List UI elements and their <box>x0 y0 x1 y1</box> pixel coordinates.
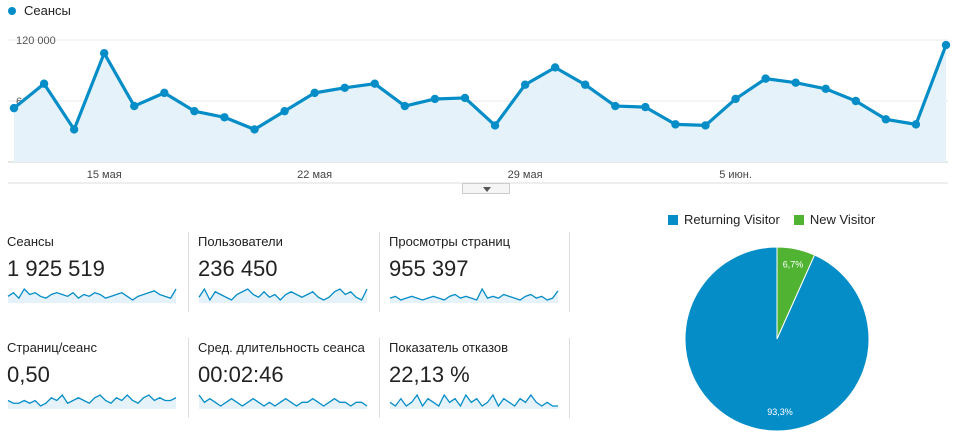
bounce-rate-sparkline <box>389 393 558 409</box>
sparkline-line <box>7 393 177 407</box>
metric-value: 0,50 <box>7 362 50 387</box>
data-point[interactable] <box>430 94 440 104</box>
sparkline-area <box>390 289 558 303</box>
data-point[interactable] <box>550 63 560 72</box>
data-point[interactable] <box>791 78 800 87</box>
divider <box>188 338 189 418</box>
data-point[interactable] <box>280 106 289 116</box>
x-tick-label: 15 мая <box>87 169 122 181</box>
series-legend-label: Сеансы <box>24 3 71 18</box>
metric-bounce-rate: Показатель отказов 22,13 % <box>389 340 565 432</box>
metric-label: Показатель отказов <box>389 340 509 355</box>
divider <box>379 338 380 418</box>
data-point[interactable] <box>370 79 379 88</box>
data-point[interactable] <box>190 106 199 116</box>
data-point[interactable] <box>69 125 79 134</box>
returning-swatch <box>668 214 678 225</box>
sparkline-line <box>389 287 559 301</box>
data-point[interactable] <box>821 84 830 94</box>
pie-value-label: 93,3% <box>767 407 793 417</box>
metric-users: Пользователи 236 450 <box>198 234 374 326</box>
divider <box>569 232 570 312</box>
data-point[interactable] <box>250 125 259 134</box>
x-tick-label: 22 мая <box>297 169 332 181</box>
data-point[interactable] <box>851 96 861 106</box>
pie-legend-item[interactable]: New Visitor <box>793 212 876 227</box>
data-point[interactable] <box>731 94 740 104</box>
metric-value: 22,13 % <box>389 362 470 387</box>
sparkline-line <box>198 287 368 302</box>
divider <box>569 338 570 418</box>
sessions-sparkline <box>7 287 177 303</box>
data-point[interactable] <box>99 49 109 58</box>
sparkline-line <box>7 287 177 301</box>
data-point[interactable] <box>671 120 680 129</box>
data-point[interactable] <box>761 74 770 83</box>
data-point[interactable] <box>911 120 921 129</box>
sparkline-line <box>198 394 368 407</box>
pie-legend-item[interactable]: Returning Visitor <box>668 212 780 227</box>
pie-slice-returning[interactable] <box>684 246 870 432</box>
metric-label: Страниц/сеанс <box>7 340 97 355</box>
avg-duration-sparkline <box>198 394 368 409</box>
data-point[interactable] <box>520 80 530 89</box>
data-point[interactable] <box>581 80 590 89</box>
pageviews-sparkline <box>389 287 559 303</box>
x-tick-label: 29 мая <box>508 169 543 181</box>
pie-legend-label: Returning Visitor <box>684 212 780 227</box>
metric-pageviews: Просмотры страниц 955 397 <box>389 234 565 326</box>
series-area <box>14 45 946 163</box>
pages-per-session-sparkline <box>7 393 177 409</box>
data-point[interactable] <box>400 101 410 111</box>
pie-legend-label: New Visitor <box>809 212 876 227</box>
data-point[interactable] <box>460 93 470 103</box>
divider <box>188 232 189 312</box>
sparkline-area <box>390 395 558 409</box>
sparkline-area <box>8 395 176 409</box>
sparkline-line <box>389 393 558 408</box>
data-point[interactable] <box>9 103 19 113</box>
data-point[interactable] <box>310 88 319 98</box>
data-point[interactable] <box>490 121 500 130</box>
series-line <box>12 44 948 132</box>
data-point[interactable] <box>641 102 650 112</box>
metric-value: 955 397 <box>389 256 469 281</box>
data-point[interactable] <box>130 101 139 111</box>
y-tick-label: 120 000 <box>16 35 56 47</box>
data-point[interactable] <box>611 101 620 111</box>
new-swatch <box>793 214 804 225</box>
metric-avg-session-duration: Сред. длительность сеанса 00:02:46 <box>198 340 374 432</box>
x-tick-label: 5 июн. <box>719 169 752 181</box>
data-point[interactable] <box>941 40 951 50</box>
data-point[interactable] <box>160 88 169 98</box>
data-point[interactable] <box>701 121 710 130</box>
data-point[interactable] <box>881 115 891 124</box>
series-color-dot <box>8 6 16 15</box>
divider <box>379 232 380 312</box>
metric-label: Просмотры страниц <box>389 234 511 249</box>
data-point[interactable] <box>39 79 49 88</box>
metric-value: 1 925 519 <box>7 256 105 281</box>
metric-label: Сеансы <box>7 234 54 249</box>
metric-value: 00:02:46 <box>198 362 284 387</box>
series-legend: Сеансы <box>8 3 71 18</box>
users-sparkline <box>198 287 368 303</box>
metric-label: Сред. длительность сеанса <box>198 340 365 355</box>
data-point[interactable] <box>220 113 229 122</box>
metric-value: 236 450 <box>198 256 278 281</box>
metric-sessions: Сеансы 1 925 519 <box>7 234 183 326</box>
pie-value-label: 6,7% <box>783 259 804 269</box>
pie-legend: Returning Visitor New Visitor <box>668 212 875 227</box>
data-point[interactable] <box>340 83 349 92</box>
collapse-chart-button[interactable] <box>462 183 510 194</box>
metric-label: Пользователи <box>198 234 283 249</box>
metric-pages-per-session: Страниц/сеанс 0,50 <box>7 340 183 432</box>
